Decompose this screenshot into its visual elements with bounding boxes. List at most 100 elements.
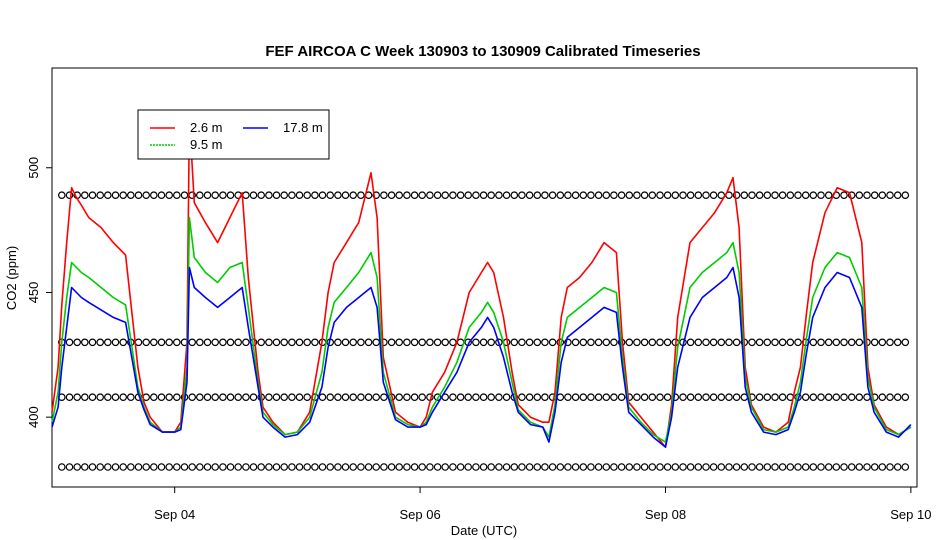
calibration-marker xyxy=(303,393,312,402)
calibration-marker xyxy=(318,191,327,200)
legend-label-17-8m: 17.8 m xyxy=(283,120,323,135)
calibration-marker xyxy=(150,463,158,471)
calibration-marker xyxy=(625,191,634,200)
calibration-marker xyxy=(88,393,97,402)
calibration-marker xyxy=(57,463,66,471)
calibration-marker xyxy=(564,463,572,471)
y-axis-label: CO2 (ppm) xyxy=(4,246,19,310)
calibration-marker xyxy=(763,191,772,200)
calibration-marker xyxy=(426,338,434,347)
calibration-marker xyxy=(127,463,135,471)
calibration-marker xyxy=(165,393,174,402)
calibration-marker xyxy=(541,463,549,471)
calibration-marker xyxy=(840,191,848,200)
calibration-marker xyxy=(111,393,120,402)
series-line-2-6-m xyxy=(51,117,912,448)
calibration-marker xyxy=(725,463,733,471)
calibration-marker xyxy=(410,338,419,347)
x-tick-label-0: Sep 04 xyxy=(154,507,195,522)
calibration-marker xyxy=(479,191,488,200)
calibration-marker xyxy=(487,393,496,402)
calibration-marker xyxy=(219,393,227,402)
calibration-marker xyxy=(794,338,802,347)
calibration-marker xyxy=(479,338,488,347)
calibration-marker xyxy=(203,393,212,402)
calibration-marker xyxy=(295,338,304,347)
calibration-marker xyxy=(855,338,864,347)
calibration-marker xyxy=(771,463,779,471)
calibration-marker xyxy=(96,393,105,402)
calibration-marker xyxy=(901,338,910,347)
calibration-marker xyxy=(755,191,764,200)
calibration-marker xyxy=(863,191,871,200)
calibration-marker xyxy=(847,393,856,402)
calibration-marker xyxy=(119,338,128,347)
calibration-marker xyxy=(633,393,641,402)
calibration-marker xyxy=(265,463,273,471)
calibration-marker xyxy=(663,338,672,347)
calibration-marker xyxy=(326,393,335,402)
calibration-marker xyxy=(602,338,611,347)
calibration-marker xyxy=(272,393,281,402)
calibration-marker xyxy=(824,191,833,200)
calibration-marker xyxy=(433,191,442,200)
calibration-marker xyxy=(709,338,718,347)
calibration-marker xyxy=(617,393,626,402)
calibration-marker xyxy=(886,393,894,402)
calibration-marker xyxy=(748,463,756,471)
calibration-marker xyxy=(533,338,542,347)
calibration-marker xyxy=(403,191,411,200)
calibration-marker xyxy=(763,338,772,347)
calibration-marker xyxy=(663,463,672,471)
calibration-marker xyxy=(640,191,649,200)
calibration-marker xyxy=(395,463,404,471)
calibration-marker xyxy=(73,338,82,347)
calibration-marker xyxy=(801,191,810,200)
calibration-marker xyxy=(73,393,82,402)
calibration-marker xyxy=(778,191,787,200)
calibration-marker xyxy=(311,191,319,200)
calibration-marker xyxy=(349,463,358,471)
calibration-marker xyxy=(870,191,879,200)
calibration-marker xyxy=(878,191,887,200)
calibration-marker xyxy=(173,191,181,200)
calibration-marker xyxy=(794,191,802,200)
calibration-marker xyxy=(111,191,120,200)
calibration-marker xyxy=(594,393,603,402)
calibration-marker xyxy=(426,191,434,200)
calibration-marker xyxy=(533,191,542,200)
calibration-marker xyxy=(242,393,250,402)
x-tick-label-3: Sep 10 xyxy=(890,507,931,522)
calibration-marker xyxy=(257,191,266,200)
calibration-marker xyxy=(771,393,779,402)
calibration-marker xyxy=(778,463,787,471)
calibration-marker xyxy=(694,191,703,200)
calibration-marker xyxy=(203,191,212,200)
calibration-marker xyxy=(73,463,82,471)
calibration-marker xyxy=(150,191,158,200)
calibration-marker xyxy=(364,463,373,471)
calibration-marker xyxy=(809,393,818,402)
calibration-marker xyxy=(732,338,741,347)
calibration-marker xyxy=(495,393,503,402)
calibration-marker xyxy=(387,338,396,347)
calibration-marker xyxy=(656,338,664,347)
calibration-marker xyxy=(633,338,641,347)
calibration-marker xyxy=(541,191,549,200)
calibration-marker xyxy=(119,463,128,471)
calibration-marker xyxy=(464,463,473,471)
calibration-marker xyxy=(364,338,373,347)
calibration-marker xyxy=(295,191,304,200)
calibration-marker xyxy=(648,338,657,347)
chart-title: FEF AIRCOA C Week 130903 to 130909 Calib… xyxy=(265,43,700,60)
calibration-marker xyxy=(878,393,887,402)
calibration-marker xyxy=(226,191,235,200)
calibration-marker xyxy=(288,191,296,200)
calibration-marker xyxy=(763,393,772,402)
calibration-marker xyxy=(855,191,864,200)
calibration-marker xyxy=(272,463,281,471)
calibration-marker xyxy=(633,463,641,471)
calibration-marker xyxy=(755,393,764,402)
calibration-marker xyxy=(656,191,664,200)
calibration-marker xyxy=(280,338,289,347)
